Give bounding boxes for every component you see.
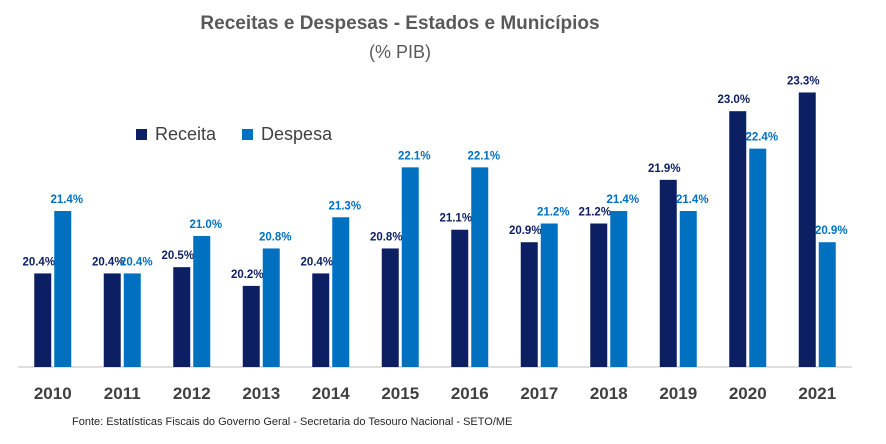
bar-receita-2021	[798, 92, 816, 367]
legend: Receita Despesa	[136, 124, 332, 145]
data-label-despesa-2010: 21.4%	[50, 194, 83, 206]
data-label-receita-2011: 20.4%	[92, 256, 125, 268]
bar-receita-2016	[451, 229, 469, 367]
data-label-despesa-2021: 20.9%	[815, 225, 848, 237]
data-label-receita-2021: 23.3%	[787, 75, 820, 87]
data-label-receita-2015: 20.8%	[370, 231, 403, 243]
data-label-despesa-2018: 21.4%	[606, 194, 639, 206]
bar-despesa-2018	[610, 211, 628, 367]
data-label-despesa-2011: 20.4%	[120, 256, 153, 268]
source-note: Fonte: Estatísticas Fiscais do Governo G…	[72, 416, 513, 428]
chart-subtitle: (% PIB)	[368, 42, 431, 62]
data-label-despesa-2019: 21.4%	[676, 194, 709, 206]
x-tick-label-2015: 2015	[381, 384, 419, 403]
bar-receita-2015	[381, 248, 399, 367]
x-tick-label-2010: 2010	[34, 384, 72, 403]
data-label-receita-2018: 21.2%	[578, 207, 611, 219]
bar-receita-2012	[173, 267, 191, 367]
bar-receita-2020	[729, 111, 747, 368]
bar-receita-2019	[659, 179, 677, 367]
bar-despesa-2017	[540, 223, 558, 367]
bar-despesa-2015	[401, 167, 419, 367]
data-label-despesa-2014: 21.3%	[328, 200, 361, 212]
data-label-despesa-2015: 22.1%	[398, 150, 431, 162]
x-tick-label-2014: 2014	[312, 384, 350, 403]
legend-label-despesa: Despesa	[261, 124, 333, 144]
legend-label-receita: Receita	[155, 124, 217, 144]
legend-swatch-despesa	[242, 129, 254, 140]
bar-receita-2010	[34, 273, 52, 367]
x-tick-label-2012: 2012	[173, 384, 211, 403]
bar-despesa-2020	[749, 148, 767, 367]
data-label-receita-2019: 21.9%	[648, 163, 681, 175]
x-tick-label-2019: 2019	[659, 384, 697, 403]
data-label-receita-2020: 23.0%	[717, 94, 750, 106]
data-label-receita-2012: 20.5%	[161, 250, 194, 262]
x-tick-label-2011: 2011	[104, 384, 141, 403]
chart-title: Receitas e Despesas - Estados e Municípi…	[200, 13, 600, 34]
bar-despesa-2010	[54, 211, 72, 367]
data-label-receita-2013: 20.2%	[231, 269, 264, 281]
data-label-despesa-2012: 21.0%	[189, 219, 222, 231]
legend-item-despesa: Despesa	[242, 124, 332, 145]
data-label-despesa-2017: 21.2%	[537, 207, 570, 219]
data-label-despesa-2013: 20.8%	[259, 231, 292, 243]
bar-despesa-2021	[818, 242, 836, 367]
data-label-receita-2010: 20.4%	[22, 256, 55, 268]
bar-receita-2011	[103, 273, 121, 367]
bar-receita-2014	[312, 273, 330, 367]
bar-despesa-2011	[123, 273, 141, 367]
x-tick-label-2016: 2016	[451, 384, 489, 403]
legend-swatch-receita	[136, 129, 147, 140]
bar-despesa-2014	[332, 217, 350, 367]
data-label-despesa-2020: 22.4%	[745, 132, 778, 144]
data-label-receita-2014: 20.4%	[300, 256, 333, 268]
data-label-receita-2017: 20.9%	[509, 225, 542, 237]
x-tick-label-2021: 2021	[798, 384, 836, 403]
bar-despesa-2016	[471, 167, 489, 367]
x-tick-label-2017: 2017	[520, 384, 558, 403]
x-tick-label-2013: 2013	[242, 384, 280, 403]
bar-despesa-2019	[679, 211, 697, 367]
bar-despesa-2012	[193, 235, 211, 367]
data-label-despesa-2016: 22.1%	[467, 150, 500, 162]
bar-receita-2017	[520, 242, 538, 367]
legend-item-receita: Receita	[136, 124, 216, 145]
data-label-receita-2016: 21.1%	[439, 213, 472, 225]
bar-despesa-2013	[262, 248, 280, 367]
bar-receita-2018	[590, 223, 608, 367]
bar-receita-2013	[242, 285, 260, 367]
x-tick-label-2020: 2020	[729, 384, 767, 403]
x-tick-label-2018: 2018	[590, 384, 628, 403]
